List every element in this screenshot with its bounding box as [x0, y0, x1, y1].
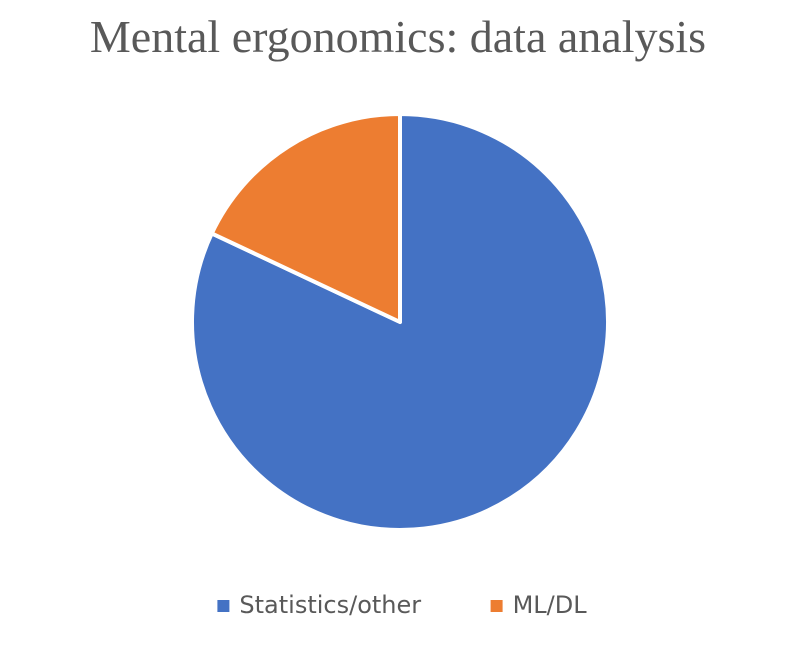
legend-swatch	[490, 600, 503, 612]
legend-swatch	[217, 600, 230, 612]
legend-label: ML/DL	[513, 591, 588, 619]
legend-label: Statistics/other	[239, 591, 421, 619]
pie-slice	[209, 112, 402, 324]
chart-title: Mental ergonomics: data analysis	[90, 11, 706, 62]
